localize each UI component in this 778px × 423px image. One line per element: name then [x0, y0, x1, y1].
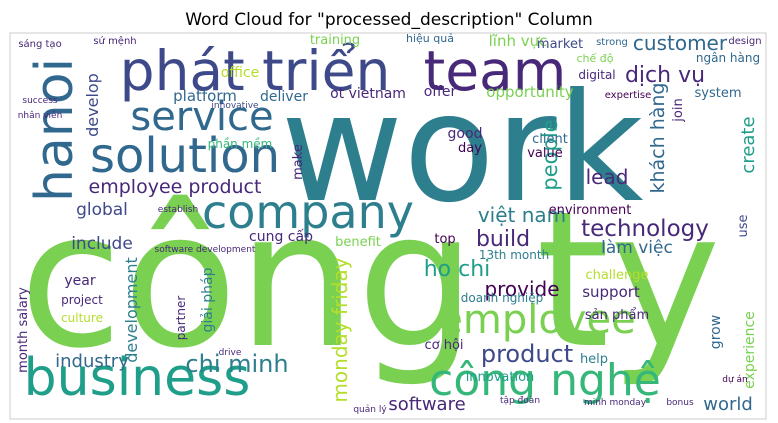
word: cung cấp — [249, 229, 313, 245]
word: quản lý — [353, 404, 387, 415]
word: development — [122, 257, 141, 363]
word: chế độ — [577, 52, 614, 65]
cloud-frame — [9, 32, 767, 420]
word: create — [738, 116, 759, 173]
word: technology — [581, 216, 709, 242]
word: hanoi — [25, 58, 85, 202]
word: employee — [438, 297, 635, 343]
word: software development — [155, 245, 256, 255]
word: service — [130, 94, 273, 140]
word: deliver — [260, 89, 308, 105]
word: ot vietnam — [330, 86, 406, 102]
word: doanh nghiệp — [461, 291, 544, 305]
word: grow — [708, 315, 724, 349]
word: year — [64, 273, 95, 289]
word: training — [310, 33, 360, 48]
word: benefit — [335, 235, 381, 250]
word: phát triển — [120, 39, 391, 103]
word: team — [424, 39, 567, 103]
word: establish — [158, 205, 198, 215]
word: ngân hàng — [696, 51, 760, 65]
word: work — [281, 62, 644, 236]
word: innovation — [466, 370, 535, 385]
word: company — [202, 185, 414, 239]
word: environment — [549, 203, 632, 218]
word: design — [728, 36, 761, 47]
word: ho chi — [424, 257, 491, 282]
word: global — [76, 200, 128, 220]
word: day — [458, 141, 482, 156]
word: product — [481, 340, 573, 368]
word: công ty — [19, 171, 721, 390]
word: khách hàng — [647, 82, 669, 193]
word: project — [61, 293, 103, 307]
word: join — [671, 98, 686, 122]
word: strong — [596, 37, 628, 48]
word: people — [538, 119, 562, 190]
word: success — [22, 96, 58, 106]
word: innovative — [211, 101, 259, 111]
word: opportunity — [486, 83, 574, 101]
word: market — [537, 37, 583, 52]
word: bonus — [666, 398, 694, 408]
word: phần mềm — [208, 137, 273, 151]
word: cơ hội — [424, 338, 463, 353]
word: solution — [90, 128, 280, 184]
word: sứ mệnh — [93, 35, 136, 47]
word: expertise — [605, 90, 652, 101]
word: include — [71, 234, 133, 254]
word: provide — [484, 277, 559, 301]
word: month salary — [16, 287, 31, 373]
word: dự án — [722, 375, 748, 385]
word: value — [527, 146, 563, 161]
word: develop — [83, 73, 102, 137]
word: hiệu quả — [406, 32, 454, 45]
word: lĩnh vực — [489, 32, 548, 50]
word: monday friday — [328, 257, 352, 402]
word: 13th month — [479, 248, 549, 262]
word: tập đoàn — [500, 396, 540, 406]
word: partner — [174, 296, 188, 341]
word: lead — [586, 165, 629, 189]
word: chi minh — [185, 350, 288, 378]
chart-title: Word Cloud for "processed_description" C… — [185, 10, 593, 30]
word: customer — [633, 31, 728, 55]
word: help — [580, 352, 608, 367]
word: platform — [173, 87, 237, 105]
word: top — [434, 232, 455, 247]
word: support — [582, 283, 640, 301]
word: world — [703, 394, 753, 415]
word: good — [448, 126, 483, 142]
word: business — [24, 348, 251, 408]
word: build — [476, 227, 530, 252]
word: challenge — [585, 268, 648, 283]
word: culture — [61, 311, 103, 325]
word: offer — [424, 84, 457, 100]
word: experience — [742, 311, 758, 389]
word: sản phẩm — [585, 308, 649, 323]
word: use — [736, 214, 751, 237]
word: giải pháp — [200, 267, 216, 332]
word: employee product — [89, 176, 262, 198]
word: dịch vụ — [625, 63, 705, 88]
word: industry — [55, 351, 129, 372]
word: làm việc — [601, 238, 673, 258]
word: sáng tạo — [18, 38, 61, 50]
word: client — [532, 132, 568, 147]
word: việt nam — [478, 203, 566, 227]
word: minh monday — [584, 398, 647, 408]
word: system — [695, 86, 742, 101]
word: make — [291, 144, 306, 180]
word: digital — [578, 68, 615, 82]
word: software — [388, 394, 465, 415]
word: nhân viên — [18, 110, 63, 121]
word: office — [221, 65, 259, 81]
word: công nghệ — [429, 355, 661, 406]
word: drive — [219, 348, 242, 358]
